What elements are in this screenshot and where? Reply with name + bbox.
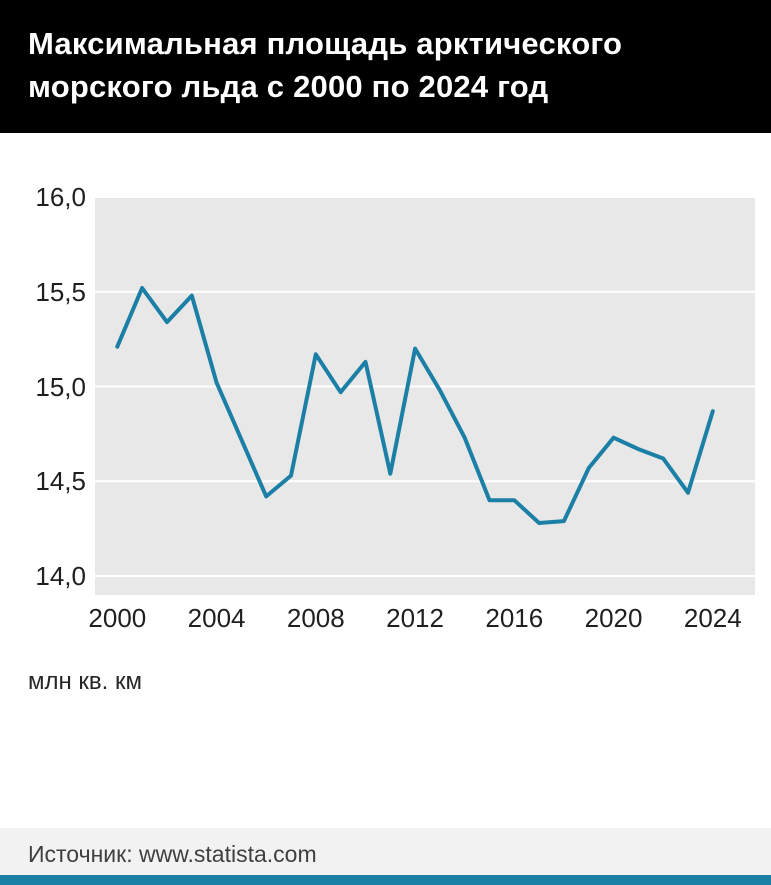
x-axis-tick-label: 2024: [683, 603, 742, 633]
accent-bar: [0, 875, 771, 885]
y-axis-tick-label: 15,5: [35, 276, 86, 307]
page-title-line-2: морского льда с 2000 по 2024 год: [28, 69, 549, 104]
page-title-line-1: Максимальная площадь арктического: [28, 26, 623, 61]
y-axis-tick-label: 15,0: [35, 371, 86, 402]
line-chart-svg: [95, 197, 755, 595]
data-line: [115, 286, 715, 525]
x-axis-tick-label: 2012: [386, 603, 444, 633]
x-axis-tick-label: 2004: [187, 603, 246, 633]
source-text: Источник: www.statista.com: [28, 841, 317, 867]
unit-label: млн кв. км: [28, 668, 143, 695]
x-axis-tick-label: 2020: [584, 603, 643, 633]
plot-background: [95, 197, 755, 595]
x-axis-tick-label: 2000: [88, 603, 147, 633]
chart-title-bar: Максимальная площадь арктического морско…: [0, 0, 771, 133]
y-axis-tick-label: 14,5: [35, 466, 86, 497]
y-axis-tick-label: 14,0: [35, 561, 86, 592]
footer-band: [0, 828, 771, 875]
y-axis-tick-label: 16,0: [35, 182, 86, 212]
x-axis-tick-label: 2008: [286, 603, 345, 633]
x-axis-tick-label: 2016: [485, 603, 544, 633]
